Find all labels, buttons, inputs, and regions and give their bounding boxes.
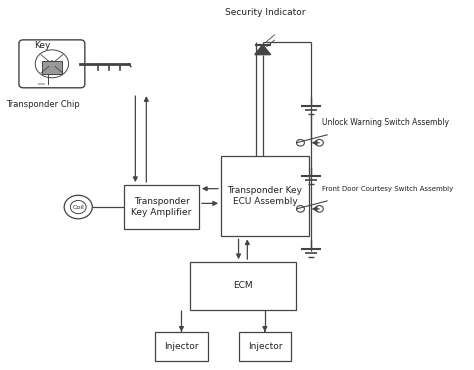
Text: Key: Key [34,41,51,50]
Text: Transponder Chip: Transponder Chip [6,100,80,109]
Text: Coil: Coil [73,205,84,209]
Text: Transponder Key
ECU Assembly: Transponder Key ECU Assembly [228,186,302,206]
FancyBboxPatch shape [124,185,199,229]
Text: Injector: Injector [164,342,199,351]
Text: Transponder
Key Amplifier: Transponder Key Amplifier [131,197,192,217]
Text: Front Door Courtesy Switch Assembly: Front Door Courtesy Switch Assembly [322,186,453,192]
Text: ECM: ECM [233,282,253,290]
FancyBboxPatch shape [42,61,62,74]
Text: Injector: Injector [247,342,282,351]
FancyBboxPatch shape [155,332,208,361]
Circle shape [48,61,55,67]
FancyBboxPatch shape [238,332,291,361]
Polygon shape [255,45,271,55]
Text: Security Indicator: Security Indicator [225,8,305,17]
FancyBboxPatch shape [221,156,309,236]
Text: Unlock Warning Switch Assembly: Unlock Warning Switch Assembly [322,118,449,127]
FancyBboxPatch shape [190,262,296,310]
FancyBboxPatch shape [19,40,85,88]
